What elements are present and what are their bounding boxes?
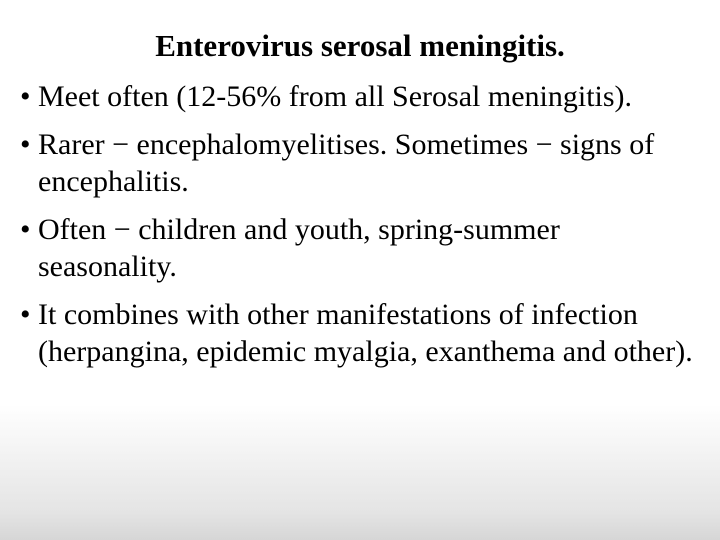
list-item: It combines with other manifestations of… — [20, 296, 700, 371]
slide-title: Enterovirus serosal meningitis. — [20, 28, 700, 64]
list-item: Often − children and youth, spring-summe… — [20, 211, 700, 286]
bullet-list: Meet often (12-56% from all Serosal meni… — [20, 78, 700, 371]
list-item: Meet often (12-56% from all Serosal meni… — [20, 78, 700, 116]
slide-container: Enterovirus serosal meningitis. Meet oft… — [0, 0, 720, 540]
list-item: Rarer − encephalomyelitises. Sometimes −… — [20, 126, 700, 201]
